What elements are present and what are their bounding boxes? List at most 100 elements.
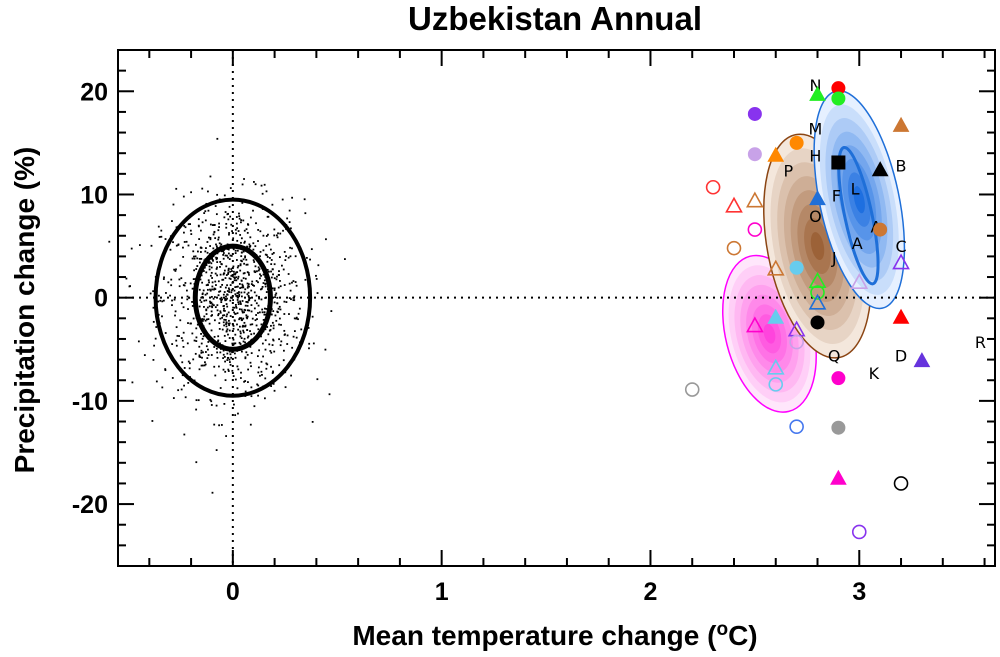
variability-dot xyxy=(216,137,219,140)
variability-dot xyxy=(230,274,233,277)
variability-dot xyxy=(202,335,205,338)
variability-dot xyxy=(205,299,208,302)
variability-dot xyxy=(287,273,290,275)
variability-ellipse-1 xyxy=(192,243,273,352)
variability-dot xyxy=(293,295,296,298)
variability-dot xyxy=(294,281,297,283)
variability-dot xyxy=(209,223,212,226)
variability-dot xyxy=(250,304,253,307)
variability-dot xyxy=(238,325,241,328)
variability-dot xyxy=(232,327,235,330)
variability-dot xyxy=(161,300,164,303)
variability-dot xyxy=(265,367,268,370)
variability-dot xyxy=(205,318,208,321)
variability-dot xyxy=(209,302,212,305)
variability-dot xyxy=(211,224,214,226)
cloud-blue-inner-contour xyxy=(837,145,880,286)
variability-dot xyxy=(275,234,278,237)
variability-dot xyxy=(238,318,241,321)
variability-dot xyxy=(226,359,229,361)
variability-dot xyxy=(222,257,225,260)
variability-dot xyxy=(214,272,217,275)
variability-dot xyxy=(186,289,188,292)
variability-dot xyxy=(203,315,206,318)
variability-dot xyxy=(252,259,255,262)
variability-dot xyxy=(220,424,223,426)
variability-dot xyxy=(225,226,228,229)
variability-dot xyxy=(270,270,272,273)
variability-dot xyxy=(220,299,223,302)
variability-dot xyxy=(162,278,165,280)
variability-dot xyxy=(278,323,280,326)
variability-dot xyxy=(300,328,303,331)
variability-dot xyxy=(223,216,226,219)
variability-dot xyxy=(240,237,243,240)
variability-dot xyxy=(188,362,191,365)
variability-dot xyxy=(292,280,295,282)
variability-dot xyxy=(229,254,232,257)
variability-dot xyxy=(211,303,214,306)
variability-dot xyxy=(233,289,236,292)
variability-dot xyxy=(215,256,217,259)
variability-dot xyxy=(295,284,298,287)
variability-dot xyxy=(220,243,223,246)
variability-dot xyxy=(201,356,203,359)
variability-dot xyxy=(182,346,185,348)
variability-dot xyxy=(308,342,311,345)
variability-dot xyxy=(160,229,163,232)
variability-dot xyxy=(227,252,230,255)
variability-dot xyxy=(192,250,195,253)
variability-dot xyxy=(236,292,239,295)
variability-dot xyxy=(191,305,194,307)
variability-dot xyxy=(187,308,189,310)
variability-dot xyxy=(243,241,246,244)
variability-dot xyxy=(183,433,186,436)
variability-dot xyxy=(283,300,286,303)
variability-dot xyxy=(250,386,253,389)
variability-ellipse-2 xyxy=(153,197,313,398)
variability-dot xyxy=(263,311,266,314)
variability-dot xyxy=(290,227,292,230)
variability-dot xyxy=(247,381,249,384)
variability-dot xyxy=(245,316,248,319)
marker-circle xyxy=(831,91,846,106)
variability-dot xyxy=(233,279,236,282)
variability-dot xyxy=(248,298,251,301)
variability-dot xyxy=(257,229,260,231)
variability-dot xyxy=(283,313,286,315)
variability-dot xyxy=(217,236,220,239)
variability-dot xyxy=(187,322,189,324)
variability-dot xyxy=(235,276,238,279)
variability-dot xyxy=(205,308,208,311)
variability-dot xyxy=(239,343,242,345)
variability-dot xyxy=(238,308,241,311)
x-tick-label: 2 xyxy=(644,578,658,606)
variability-dot xyxy=(231,369,234,372)
variability-dot xyxy=(218,424,220,427)
variability-dot xyxy=(175,244,178,247)
marker-triangle xyxy=(809,85,826,101)
variability-dot xyxy=(227,273,230,275)
variability-dot xyxy=(261,308,264,311)
variability-dot xyxy=(227,311,230,314)
variability-dot xyxy=(240,255,243,258)
variability-dot xyxy=(204,319,207,322)
variability-dot xyxy=(284,386,287,389)
variability-dot xyxy=(330,310,333,312)
variability-dot xyxy=(271,253,274,255)
variability-dot xyxy=(283,349,285,352)
variability-dot xyxy=(295,317,298,320)
marker-triangle xyxy=(892,116,910,132)
variability-dot xyxy=(239,300,242,303)
variability-dot xyxy=(170,284,173,287)
variability-dot xyxy=(222,305,225,308)
variability-dot xyxy=(303,198,306,201)
variability-dot xyxy=(225,303,228,305)
variability-dot xyxy=(262,282,265,284)
variability-dot xyxy=(225,315,228,318)
variability-dot xyxy=(295,336,298,339)
variability-dot xyxy=(246,271,249,274)
variability-dot xyxy=(210,262,213,265)
variability-dot xyxy=(238,291,240,293)
model-letter-K: K xyxy=(869,364,880,383)
